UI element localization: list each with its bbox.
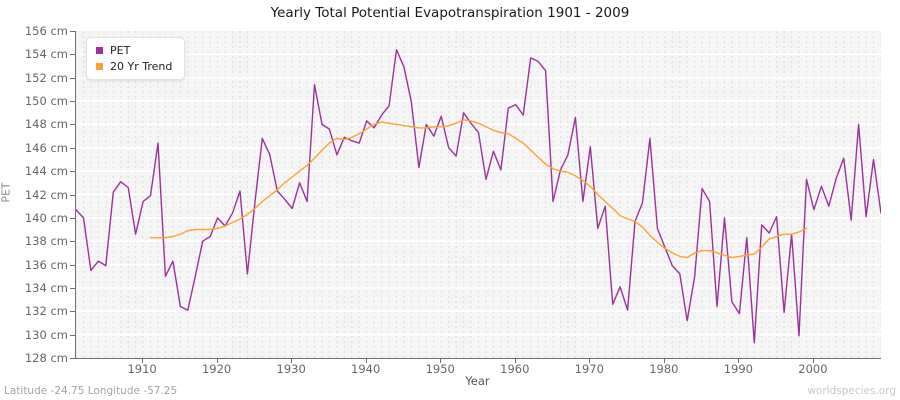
x-tick-mark [738, 358, 740, 363]
legend-label-pet: PET [110, 43, 131, 57]
x-tick-label: 1940 [351, 362, 381, 376]
x-tick-mark [514, 358, 516, 363]
y-tick-label: 128 cm [24, 351, 68, 365]
y-tick-label: 154 cm [24, 47, 68, 62]
x-tick-mark [589, 358, 591, 363]
y-tick-label: 144 cm [24, 164, 68, 179]
y-tick-mark [70, 124, 75, 126]
x-tick-mark [142, 358, 144, 363]
y-tick-label: 140 cm [24, 210, 68, 225]
x-tick-mark [216, 358, 218, 363]
y-tick-mark [70, 264, 75, 266]
y-tick-label: 132 cm [24, 304, 68, 319]
y-tick-mark [70, 171, 75, 173]
y-tick-label: 146 cm [24, 140, 68, 155]
y-tick-mark [70, 217, 75, 219]
x-tick-mark [663, 358, 665, 363]
y-tick-label: 138 cm [24, 234, 68, 249]
y-tick-label: 150 cm [24, 94, 68, 109]
x-tick-mark [365, 358, 367, 363]
coordinates-label: Latitude -24.75 Longitude -57.25 [4, 385, 178, 397]
x-tick-mark [291, 358, 293, 363]
y-tick-label: 156 cm [24, 24, 68, 38]
y-tick-label: 142 cm [24, 187, 68, 202]
y-tick-label: 134 cm [24, 280, 68, 295]
y-tick-mark [70, 287, 75, 289]
x-tick-label: 1980 [649, 362, 679, 376]
watermark: worldspecies.org [807, 385, 896, 397]
y-tick-mark [70, 241, 75, 243]
y-tick-mark [70, 101, 75, 103]
x-tick-label: 2000 [798, 362, 828, 376]
x-tick-label: 1990 [723, 362, 754, 376]
x-tick-mark [812, 358, 814, 363]
y-tick-label: 136 cm [24, 257, 68, 272]
x-tick-label: 1910 [127, 362, 157, 376]
x-tick-label: 1960 [500, 362, 530, 376]
legend-label-trend: 20 Yr Trend [110, 59, 173, 73]
x-tick-label: 1970 [574, 362, 604, 376]
y-tick-mark [70, 77, 75, 79]
y-tick-mark [70, 54, 75, 56]
trend-series-swatch-icon [96, 62, 103, 70]
y-tick-mark [70, 311, 75, 313]
legend: PET 20 Yr Trend [86, 37, 186, 80]
y-tick-mark [70, 334, 75, 336]
plot-svg [76, 31, 881, 358]
x-tick-label: 1950 [425, 362, 455, 376]
pet-series-swatch-icon [96, 46, 103, 54]
y-tick-label: 130 cm [24, 327, 68, 342]
y-tick-mark [70, 147, 75, 149]
y-tick-label: 148 cm [24, 117, 68, 132]
plot-area: PET 20 Yr Trend [75, 31, 881, 359]
y-tick-mark [70, 194, 75, 196]
y-tick-mark [70, 31, 75, 32]
y-tick-label: 152 cm [24, 70, 68, 85]
x-tick-label: 1930 [276, 362, 306, 376]
y-tick-mark [70, 358, 75, 359]
x-axis-label: Year [465, 374, 490, 388]
legend-item-trend: 20 Yr Trend [96, 58, 172, 74]
x-tick-label: 1920 [201, 362, 232, 376]
x-tick-mark [440, 358, 442, 363]
legend-item-pet: PET [96, 42, 172, 58]
chart-title: Yearly Total Potential Evapotranspiratio… [270, 5, 630, 21]
